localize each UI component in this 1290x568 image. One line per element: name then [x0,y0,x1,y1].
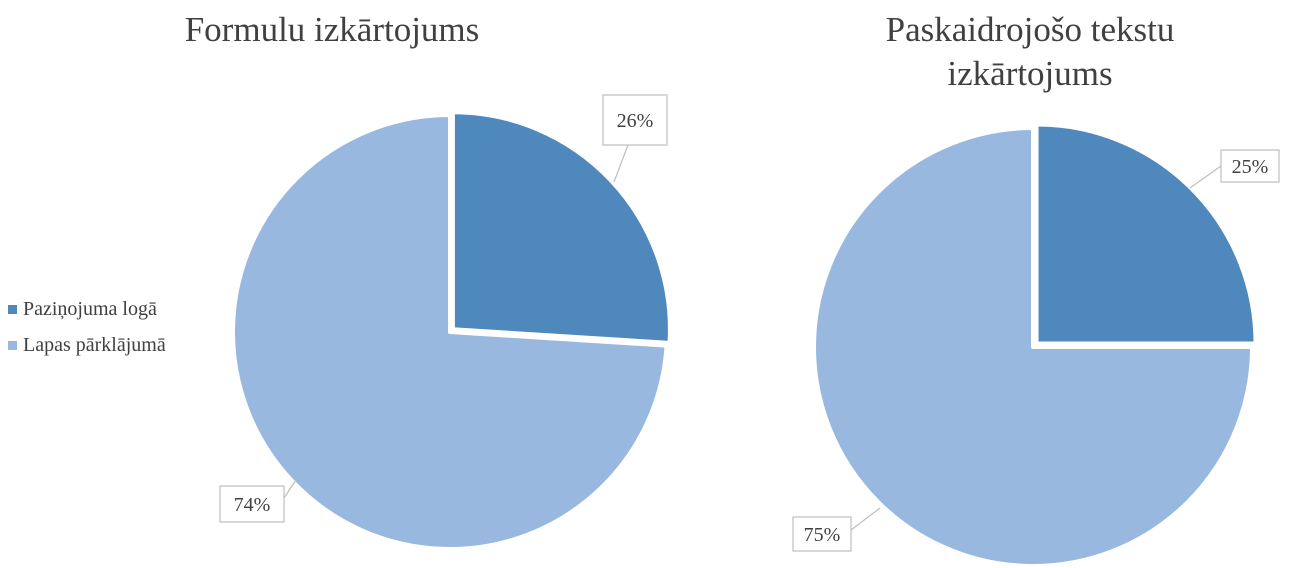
callout-text: 74% [234,494,271,516]
chart-1-data-label-1: 26% [602,94,668,183]
callout-text: 25% [1232,156,1269,178]
legend-swatch [8,304,17,314]
legend: Paziņojuma logā Lapas pārklājumā [8,296,166,368]
chart-1-slice-1 [450,110,672,345]
legend-item-lapas-parklajuma: Lapas pārklājumā [8,332,166,358]
legend-swatch [8,340,17,350]
legend-label: Paziņojuma logā [23,297,157,320]
legend-item-pazinojuma-loga: Paziņojuma logā [8,296,166,322]
callout-box [602,94,668,146]
callout-box [219,485,285,523]
chart-1-data-label-2: 74% [219,479,297,523]
callout-box [1220,149,1280,183]
chart-1-title: Formulu izkārtojums [184,10,480,49]
callout-leader-line [850,507,881,531]
callout-leader-line [1189,165,1222,189]
callout-text: 75% [804,524,841,546]
chart-1-slice-2 [231,113,669,551]
chart-2-data-label-1: 25% [1189,149,1280,189]
callout-leader-line [283,479,297,499]
chart-2-slice-1 [1034,122,1258,346]
chart-2-data-label-2: 75% [792,507,881,552]
legend-label: Lapas pārklājumā [23,333,166,356]
callout-leader-line [613,144,629,183]
callout-box [792,516,852,552]
callout-text: 26% [617,110,654,132]
chart-2-title: Paskaidrojošo tekstu izkārtojums [885,10,1175,93]
chart-2-slice-2 [812,126,1254,568]
